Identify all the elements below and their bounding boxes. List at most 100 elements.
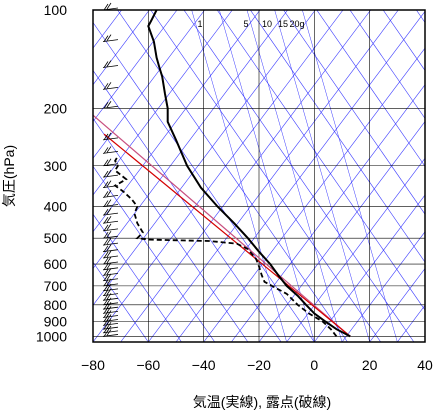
wind-barb-flag (103, 238, 109, 246)
wind-barb (102, 262, 119, 271)
isotherm-line (120, 10, 371, 342)
wind-barb-flag (106, 250, 112, 258)
wind-barb-staff (102, 105, 119, 109)
wind-barb (102, 169, 119, 178)
adiabat-line (283, 10, 425, 215)
adiabat-line (316, 10, 425, 167)
wind-barb-flag (103, 170, 109, 178)
wind-barb (102, 82, 119, 90)
grid-lines (93, 10, 425, 342)
wind-barb-flag (106, 101, 112, 108)
wind-barb (102, 2, 119, 11)
wind-barb-flag (103, 217, 109, 224)
wind-barb-flag (103, 208, 109, 216)
adiabat-line (93, 261, 149, 342)
wind-barb-flag (106, 60, 112, 67)
wind-barb-staff (102, 86, 119, 90)
wind-barb-staff (102, 235, 119, 239)
wind-barb-staff (102, 174, 119, 178)
wind-barb-flag (103, 231, 109, 239)
mixing-ratio-label: 10 (262, 19, 272, 29)
x-tick-labels: −80 −60 −40 −20 0 20 40 (81, 357, 433, 373)
wind-barb-staff (102, 255, 119, 259)
isotherm-line (93, 10, 344, 342)
wind-barb (102, 223, 119, 232)
wind-barb-staff (102, 204, 119, 207)
x-tick-label: 0 (310, 357, 318, 373)
x-tick-label: −60 (136, 357, 160, 373)
wind-barb-flag (103, 61, 109, 68)
wind-barb (102, 230, 119, 239)
wind-barb-staff (102, 306, 119, 310)
wind-barb-flag (106, 310, 112, 317)
y-tick-label: 600 (44, 256, 68, 272)
wind-barb (102, 237, 119, 246)
x-axis-label: 気温(実線), 露点(破線) (193, 394, 331, 410)
adiabat-line (382, 10, 425, 71)
x-tick-label: −20 (247, 357, 271, 373)
wind-barb-staff (102, 293, 119, 297)
mixing-ratio-line (246, 10, 343, 342)
dewpoint-line (113, 155, 338, 337)
wind-barb-flag (103, 269, 109, 276)
wind-barb-staff (102, 326, 119, 330)
isotherm-line (175, 10, 425, 342)
adiabat-line (183, 10, 415, 342)
mixing-ratio-line (274, 10, 370, 342)
wind-barb-flag (106, 180, 112, 187)
wind-barb-flag (103, 224, 109, 232)
wind-barb-staff (102, 272, 119, 276)
wind-barb-staff (102, 283, 119, 287)
wind-barb-flag (106, 262, 112, 270)
adiabat-line (93, 117, 249, 342)
wind-barb-staff (102, 249, 119, 253)
wind-barb-flag (106, 237, 112, 245)
wind-barb-flag (103, 181, 109, 188)
wind-barb-staff (102, 212, 119, 216)
y-tick-label: 800 (44, 297, 68, 313)
y-tick-label: 200 (44, 100, 68, 116)
wind-barb-staff (102, 330, 119, 334)
wind-barb (102, 256, 119, 265)
wind-barb-staff (102, 278, 119, 282)
wind-barb-flag (106, 223, 112, 231)
wind-barb-flag (103, 133, 109, 141)
wind-barb-flag (106, 82, 112, 89)
wind-barb-flag (106, 306, 112, 313)
y-tick-label: 700 (44, 278, 68, 294)
wind-barb-flag (103, 284, 109, 292)
wind-barb (102, 146, 119, 154)
wind-barb-flag (106, 230, 112, 238)
wind-barb (102, 60, 119, 68)
isotherm-line (341, 231, 425, 342)
adiabat-line (93, 21, 315, 342)
reference-curves (93, 114, 351, 337)
wind-barb-flag (106, 297, 112, 305)
wind-barb-flag (106, 314, 112, 321)
x-tick-label: 20 (362, 357, 378, 373)
isotherm-line (93, 10, 205, 159)
wind-barb-staff (102, 220, 119, 224)
wind-barb-staff (102, 267, 119, 271)
wind-barb-staff (102, 228, 119, 232)
mixing-ratio-label: 5 (243, 19, 248, 29)
wind-barb-flag (106, 301, 112, 309)
wind-barb-flag (106, 169, 112, 177)
wind-barb-flag (103, 191, 109, 198)
wind-barb-flag (106, 34, 112, 41)
wind-barb-staff (102, 288, 119, 292)
wind-barb-flag (106, 318, 112, 325)
wind-barb-flag (103, 263, 109, 271)
wind-barb-flag (103, 3, 109, 11)
wind-barb-flag (103, 35, 109, 42)
wind-barb (102, 244, 119, 253)
isotherm-line (286, 157, 425, 342)
wind-barb-flag (103, 102, 109, 109)
y-tick-label: 300 (44, 158, 68, 174)
isotherm-line (93, 10, 261, 233)
adiabat-line (349, 10, 425, 119)
mixing-ratio-label: 20g (289, 19, 304, 29)
y-tick-label: 100 (44, 2, 68, 18)
wind-barb-staff (102, 65, 119, 68)
